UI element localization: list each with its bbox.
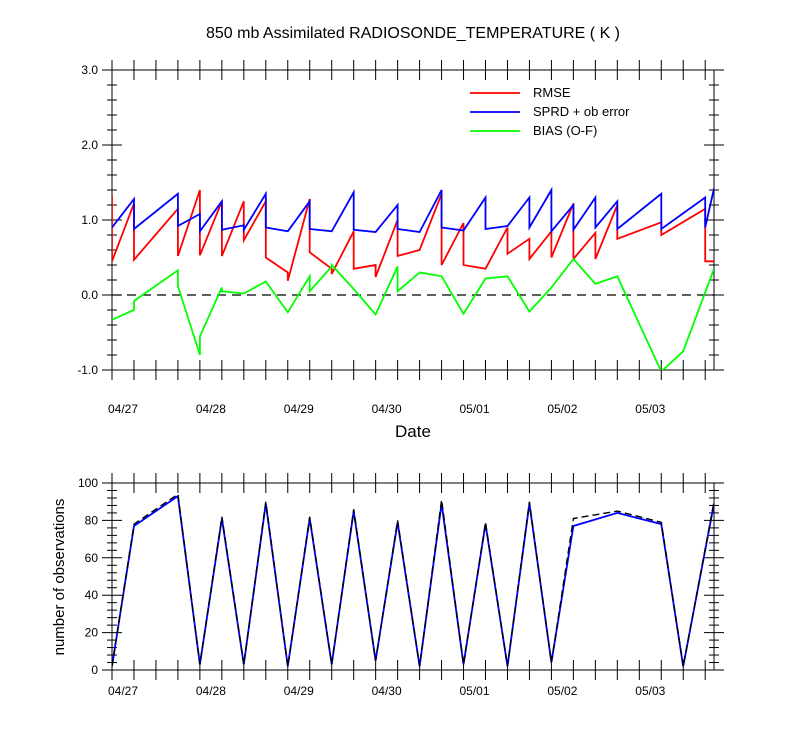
bottom-y-tick-label: 40 (85, 588, 99, 602)
top-series-rmse (112, 189, 714, 282)
legend-label-rmse: RMSE (533, 85, 571, 100)
chart-title: 850 mb Assimilated RADIOSONDE_TEMPERATUR… (206, 25, 620, 42)
top-y-tick-label: 2.0 (81, 138, 98, 152)
bottom-x-tick-label: 04/30 (372, 684, 402, 698)
top-plot: -1.0 0.0 1.0 2.0 3.0 04/27 04/28 04/29 04/30 05/0… (77, 60, 724, 416)
top-x-tick-label: 04/27 (108, 402, 138, 416)
top-x-tick-label: 04/29 (284, 402, 314, 416)
bottom-x-tick-label: 04/29 (284, 684, 314, 698)
top-x-tick-label: 04/28 (196, 402, 226, 416)
bottom-x-tick-label: 05/03 (635, 684, 665, 698)
legend-label-sprd-ob-error: SPRD + ob error (533, 104, 630, 119)
legend-label-bias-o-f-: BIAS (O-F) (533, 123, 597, 138)
bottom-x-tick-label: 05/02 (547, 684, 577, 698)
top-y-tick-label: 0.0 (81, 288, 98, 302)
bottom-series-used (112, 494, 714, 667)
bottom-x-tick-label: 04/27 (108, 684, 138, 698)
top-y-tick-label: 1.0 (81, 213, 98, 227)
top-series-sprd-ob-error (112, 186, 714, 235)
bottom-x-tick-label: 05/01 (460, 684, 490, 698)
bottom-y-tick-label: 60 (85, 551, 99, 565)
top-x-tick-label: 05/03 (635, 402, 665, 416)
top-series-bias-o-f- (112, 257, 714, 370)
y-axis-title-observations: number of observations (51, 499, 68, 656)
x-axis-title: Date (395, 422, 431, 441)
top-y-tick-label: -1.0 (77, 363, 98, 377)
top-x-tick-label: 05/02 (547, 402, 577, 416)
bottom-series-possible (112, 492, 714, 667)
top-y-tick-label: 3.0 (81, 63, 98, 77)
legend: RMSE SPRD + ob error BIAS (O-F) (470, 85, 630, 138)
bottom-y-tick-label: 80 (85, 513, 99, 527)
bottom-plot-frame (111, 482, 715, 671)
bottom-plot: 0 20 40 60 80 100 04/27 04/28 04/29 04/30 05/01 05/… (78, 473, 724, 698)
bottom-y-tick-label: 100 (78, 476, 98, 490)
bottom-y-tick-label: 20 (85, 626, 99, 640)
top-x-tick-label: 05/01 (460, 402, 490, 416)
bottom-y-tick-label: 0 (91, 663, 98, 677)
top-x-tick-label: 04/30 (372, 402, 402, 416)
bottom-x-tick-label: 04/28 (196, 684, 226, 698)
